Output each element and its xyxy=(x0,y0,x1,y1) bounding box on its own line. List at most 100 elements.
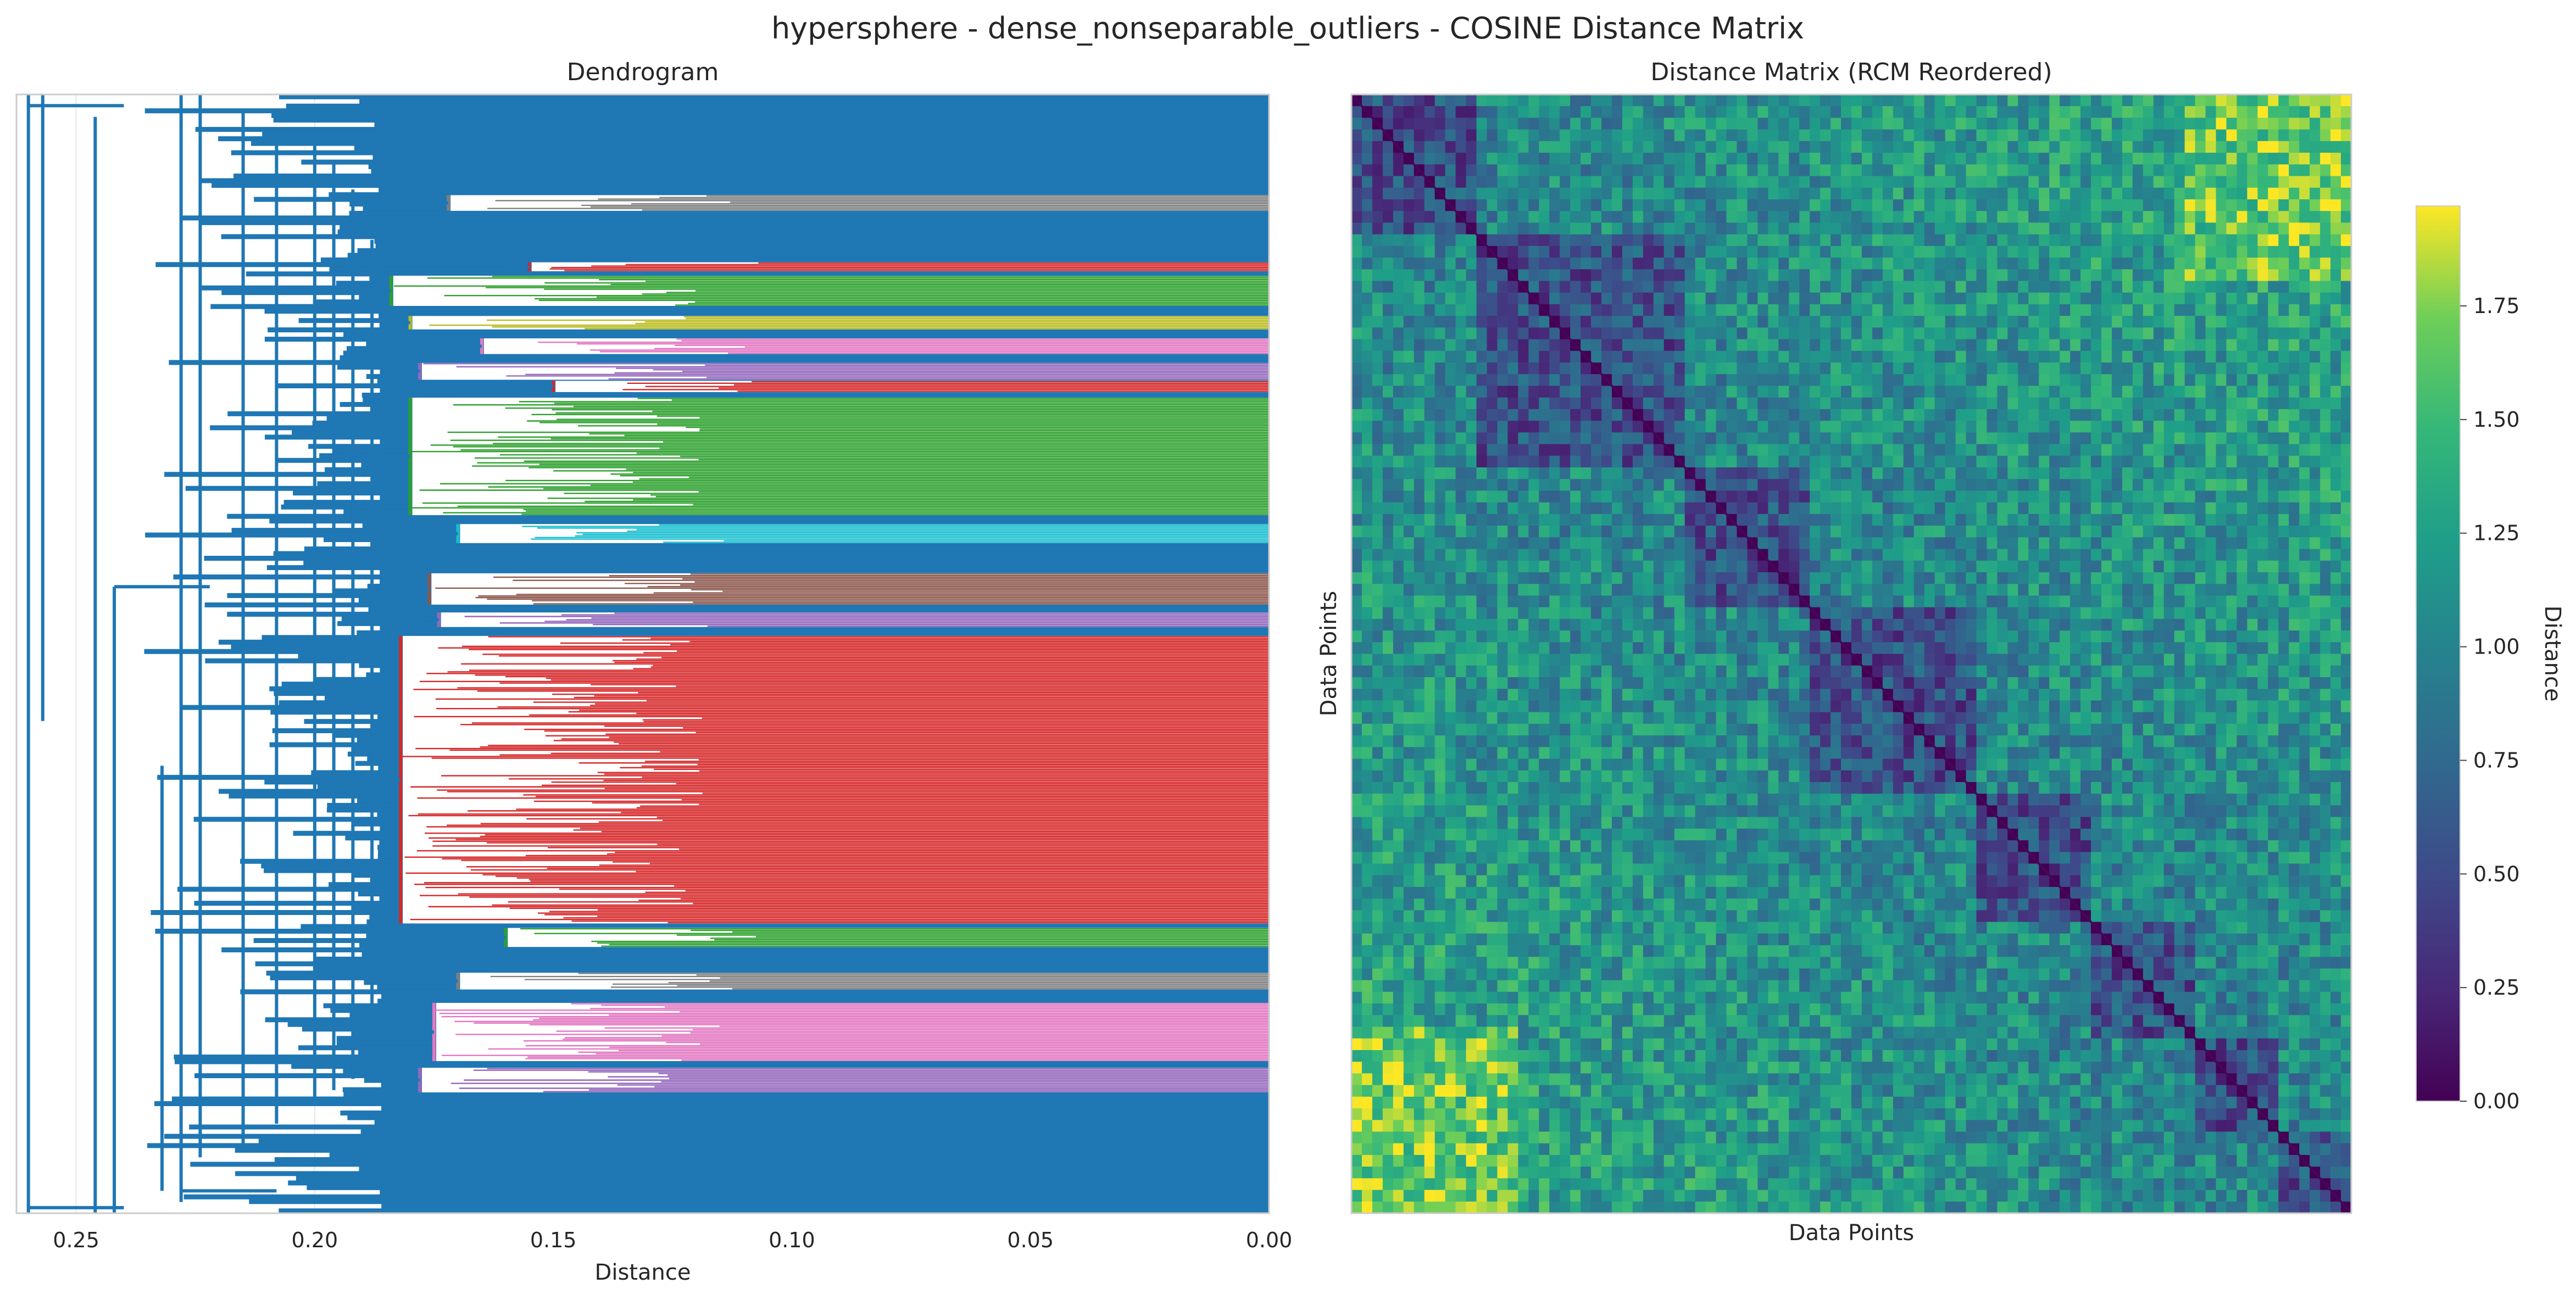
heatmap-cell xyxy=(1632,164,1644,177)
heatmap-cell xyxy=(1414,292,1425,305)
heatmap-cell xyxy=(2163,467,2175,479)
heatmap-cell xyxy=(1851,258,1862,270)
heatmap-cell xyxy=(1851,455,1862,468)
heatmap-cell xyxy=(1674,211,1685,224)
heatmap-cell xyxy=(1424,397,1436,410)
heatmap-cell xyxy=(1549,537,1560,550)
heatmap-cell xyxy=(2320,374,2331,387)
heatmap-cell xyxy=(2101,327,2112,340)
heatmap-cell xyxy=(1810,316,1821,328)
heatmap-cell xyxy=(1966,269,1977,282)
heatmap-cell xyxy=(1955,584,1967,596)
heatmap-cell xyxy=(2091,514,2102,526)
heatmap-cell xyxy=(1663,258,1675,270)
heatmap-cell xyxy=(1393,421,1404,433)
heatmap-cell xyxy=(2184,199,2196,211)
heatmap-cell xyxy=(1831,269,1841,282)
heatmap-cell xyxy=(1851,222,1862,235)
heatmap-cell xyxy=(1434,199,1446,211)
heatmap-cell xyxy=(1497,187,1508,200)
heatmap-cell xyxy=(1591,199,1602,211)
heatmap-cell xyxy=(2018,222,2029,235)
heatmap-cell xyxy=(2257,153,2268,165)
heatmap-cell xyxy=(2310,222,2321,235)
heatmap-cell xyxy=(1757,129,1768,142)
heatmap-cell xyxy=(1466,560,1477,573)
heatmap-cell xyxy=(2143,339,2154,351)
heatmap-cell xyxy=(1757,455,1768,468)
heatmap-cell xyxy=(1861,444,1873,456)
heatmap-cell xyxy=(2060,153,2071,165)
heatmap-cell xyxy=(1382,269,1394,282)
heatmap-cell xyxy=(1476,397,1488,410)
heatmap-cell xyxy=(1966,432,1977,445)
heatmap-cell xyxy=(1987,549,1998,561)
heatmap-cell xyxy=(1872,386,1883,398)
heatmap-cell xyxy=(2268,316,2279,328)
heatmap-cell xyxy=(2216,187,2227,200)
heatmap-cell xyxy=(1560,432,1571,445)
heatmap-cell xyxy=(1507,327,1518,340)
heatmap-cell xyxy=(2330,350,2341,363)
heatmap-cell xyxy=(1903,572,1915,584)
heatmap-cell xyxy=(2091,246,2102,258)
heatmap-cell xyxy=(1789,94,1800,107)
heatmap-cell xyxy=(2122,327,2133,340)
heatmap-cell xyxy=(2028,386,2039,398)
heatmap-cell xyxy=(1778,374,1789,387)
heatmap-cell xyxy=(1570,386,1581,398)
heatmap-cell xyxy=(2205,374,2217,387)
heatmap-cell xyxy=(1997,479,2008,492)
heatmap-cell xyxy=(2174,514,2185,526)
heatmap-cell xyxy=(2111,362,2123,375)
heatmap-cell xyxy=(1632,316,1644,328)
heatmap-cell xyxy=(2174,269,2185,282)
heatmap-cell xyxy=(1663,222,1675,235)
heatmap-cell xyxy=(1831,129,1841,142)
heatmap-cell xyxy=(1549,549,1560,561)
heatmap-cell xyxy=(1570,106,1581,119)
heatmap-cell xyxy=(1820,409,1831,421)
heatmap-cell xyxy=(1601,537,1612,550)
heatmap-cell xyxy=(2070,444,2081,456)
heatmap-cell xyxy=(1705,479,1717,492)
heatmap-cell xyxy=(2289,269,2300,282)
heatmap-cell xyxy=(1893,94,1904,107)
heatmap-cell xyxy=(1684,234,1696,247)
heatmap-cell xyxy=(2101,432,2112,445)
heatmap-cell xyxy=(1591,572,1602,584)
heatmap-cell xyxy=(2101,374,2112,387)
heatmap-cell xyxy=(2247,362,2258,375)
heatmap-cell xyxy=(2195,153,2206,165)
heatmap-cell xyxy=(2007,222,2018,235)
heatmap-cell xyxy=(2257,339,2268,351)
heatmap-cell xyxy=(1882,595,1894,608)
heatmap-cell xyxy=(1831,176,1841,188)
heatmap-cell xyxy=(2184,164,2196,177)
heatmap-cell xyxy=(2091,269,2102,282)
heatmap-cell xyxy=(1934,572,1946,584)
heatmap-cell xyxy=(1560,584,1571,596)
heatmap-cell xyxy=(2174,106,2185,119)
heatmap-cell xyxy=(2111,467,2123,479)
heatmap-cell xyxy=(1789,595,1800,608)
heatmap-cell xyxy=(2320,176,2331,188)
heatmap-cell xyxy=(2070,106,2081,119)
heatmap-cell xyxy=(2101,362,2112,375)
heatmap-cell xyxy=(2143,141,2154,153)
heatmap-cell xyxy=(1737,479,1748,492)
heatmap-cell xyxy=(1841,502,1852,515)
heatmap-cell xyxy=(1476,153,1488,165)
heatmap-cell xyxy=(2122,526,2133,538)
heatmap-cell xyxy=(1924,502,1935,515)
heatmap-cell xyxy=(1560,211,1571,224)
heatmap-cell xyxy=(1632,444,1644,456)
heatmap-cell xyxy=(2247,94,2258,107)
heatmap-cell xyxy=(1466,211,1477,224)
heatmap-cell xyxy=(1747,304,1758,316)
heatmap-cell xyxy=(1487,187,1498,200)
heatmap-cell xyxy=(1966,339,1977,351)
heatmap-cell xyxy=(1403,269,1415,282)
heatmap-cell xyxy=(1893,246,1904,258)
heatmap-cell xyxy=(1487,269,1498,282)
